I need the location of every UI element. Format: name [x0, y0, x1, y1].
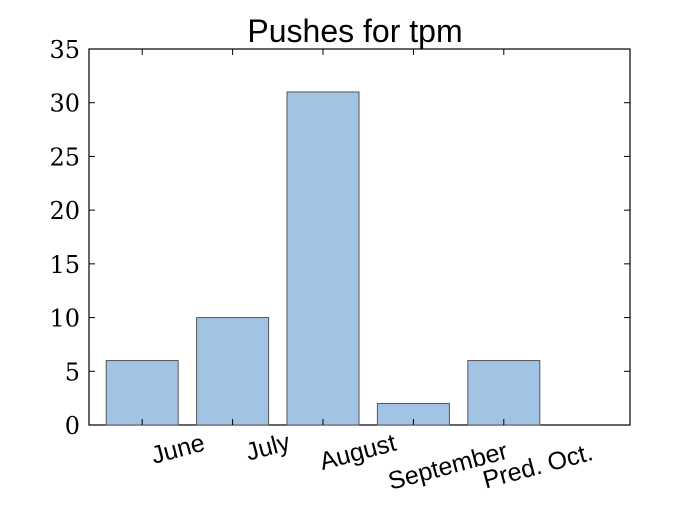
y-axis: 0 5 10 15 20 25 30 35	[49, 36, 630, 440]
bars-group	[105, 91, 541, 426]
y-tick-label: 0	[65, 412, 80, 440]
y-tick-label: 5	[65, 358, 80, 386]
bar-june	[105, 360, 179, 426]
chart-title: Pushes for tpm	[247, 13, 462, 49]
y-tick-label: 10	[49, 305, 80, 333]
y-tick-label: 20	[49, 197, 80, 225]
x-tick-label: July	[243, 428, 294, 467]
bar-august	[286, 91, 360, 426]
y-tick-label: 25	[49, 143, 80, 171]
bar-july	[196, 317, 270, 426]
bar-pred-oct	[467, 360, 541, 426]
y-tick-label: 30	[49, 90, 80, 118]
y-tick-label: 35	[49, 36, 80, 64]
x-tick-label: June	[148, 429, 208, 470]
y-tick-label: 15	[49, 251, 80, 279]
